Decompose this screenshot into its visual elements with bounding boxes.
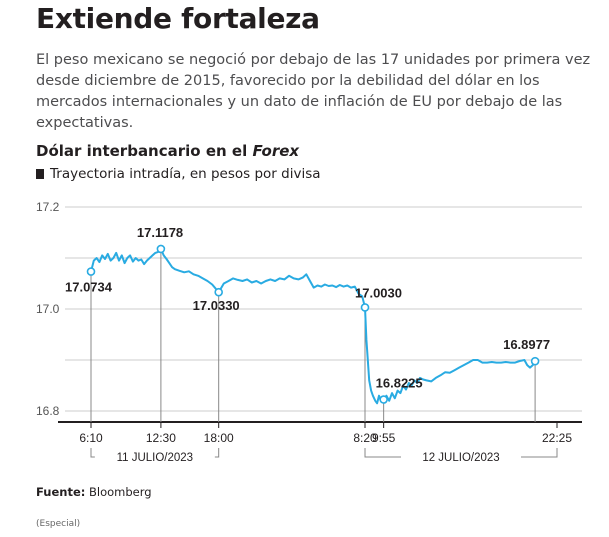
data-point-label: 16.8225 xyxy=(376,376,423,391)
unit-label: Trayectoria intradía, en pesos por divis… xyxy=(36,166,321,182)
data-point-marker xyxy=(379,395,388,404)
unit-text: Trayectoria intradía, en pesos por divis… xyxy=(50,166,321,182)
data-point-label: 17.0330 xyxy=(193,298,240,313)
data-point-label: 16.8977 xyxy=(503,337,550,352)
data-point-label: 17.1178 xyxy=(137,225,183,240)
chart-title: Extiende fortaleza xyxy=(36,2,320,35)
bullet-icon xyxy=(36,169,44,179)
data-point-label: 17.0734 xyxy=(65,280,113,295)
chart-description: El peso mexicano se negoció por debajo d… xyxy=(36,52,591,131)
y-tick-label: 16.8 xyxy=(36,404,60,418)
date-label-bg xyxy=(401,449,522,463)
y-tick-label: 17.2 xyxy=(36,200,60,214)
x-tick-label: 18:00 xyxy=(204,431,234,445)
data-point-marker xyxy=(156,244,166,254)
subtitle-text: Dólar interbancario en el xyxy=(36,142,253,160)
data-point-marker xyxy=(360,303,370,312)
x-tick-label: 9:55 xyxy=(372,431,396,445)
source-label: Fuente: xyxy=(36,485,86,499)
data-point-marker xyxy=(214,287,223,297)
y-tick-label: 17.0 xyxy=(36,302,60,316)
data-point-marker xyxy=(530,356,540,366)
chart-subtitle: Dólar interbancario en el Forex xyxy=(36,142,299,160)
date-group-label: 11 JULIO/2023 xyxy=(117,452,194,464)
series-line xyxy=(90,247,536,405)
source-note: Fuente: Bloomberg xyxy=(36,485,152,499)
x-tick-label: 6:10 xyxy=(79,431,103,445)
x-tick-label: 22:25 xyxy=(542,431,572,445)
source-value: Bloomberg xyxy=(85,485,152,499)
x-tick-label: 12:30 xyxy=(146,431,176,445)
line-chart: 17.2 17.0 16.8 6:10 12:30 18:00 8:209:55 22:25 1… xyxy=(36,200,582,464)
data-point-marker xyxy=(86,267,96,276)
subtitle-emphasis: Forex xyxy=(252,142,300,160)
date-group-label: 12 JULIO/2023 xyxy=(422,452,499,464)
x-tick-label: 8:20 xyxy=(353,431,377,445)
data-point-label: 17.0030 xyxy=(355,285,402,300)
image-credit: (Especial) xyxy=(36,519,81,529)
date-label-bg xyxy=(94,449,215,463)
